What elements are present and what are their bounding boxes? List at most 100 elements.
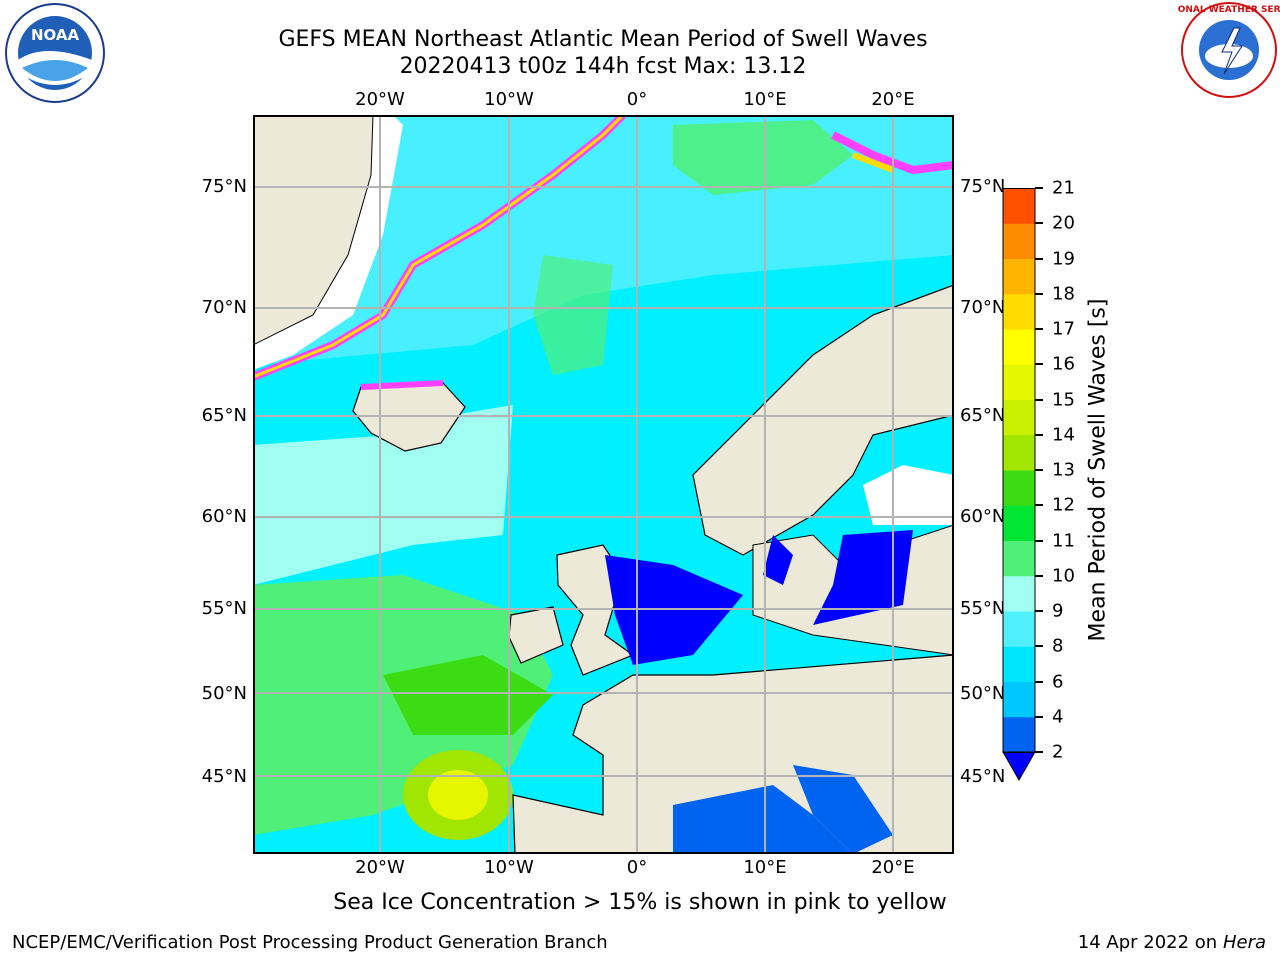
colorbar-tick-label: 14 <box>1052 424 1075 446</box>
lat-label-left-60n: 60°N <box>201 506 247 527</box>
colorbar-tick <box>1035 574 1043 577</box>
colorbar-tick <box>1035 292 1043 295</box>
colorbar-segment <box>1003 399 1035 436</box>
mediterranean <box>673 785 853 854</box>
lon-label-top-20w: 20°W <box>355 89 405 110</box>
colorbar-title: Mean Period of Swell Waves [s] <box>1085 298 1111 642</box>
colorbar-segment <box>1003 258 1035 295</box>
nws-logo: NATIONAL WEATHER SERVICE <box>1154 0 1280 104</box>
footer-date-text: 14 Apr 2022 on <box>1077 932 1218 953</box>
lat-label-right-65n: 65°N <box>960 405 1006 426</box>
colorbar-tick <box>1035 504 1043 507</box>
colorbar-tick <box>1035 257 1043 260</box>
colorbar-tick-label: 6 <box>1052 671 1064 692</box>
ice-edge-greenland-inner <box>253 115 625 379</box>
colorbar-segment <box>1003 293 1035 330</box>
colorbar-tick-label: 11 <box>1052 530 1075 551</box>
noaa-logo-text: NOAA <box>31 26 80 44</box>
colorbar-segment <box>1003 188 1035 224</box>
colorbar-tick-label: 12 <box>1052 494 1075 516</box>
colorbar-segment <box>1003 681 1035 718</box>
swell-patch-north <box>673 120 853 195</box>
colorbar-tick <box>1035 539 1043 542</box>
chart-subtitle: 20220413 t00z 144h fcst Max: 13.12 <box>399 54 807 79</box>
colorbar-tick <box>1035 433 1043 436</box>
colorbar-segment <box>1003 434 1035 471</box>
footer-credit: NCEP/EMC/Verification Post Processing Pr… <box>12 932 608 953</box>
colorbar-tick <box>1035 751 1043 753</box>
lat-label-right-60n: 60°N <box>960 506 1006 527</box>
colorbar-tick <box>1035 363 1043 366</box>
graticule <box>253 115 954 854</box>
colorbar-tick-label: 4 <box>1052 706 1064 728</box>
greenland <box>253 115 374 346</box>
lon-label-top-20e: 20°E <box>871 89 915 110</box>
lon-label-bottom-0: 0° <box>626 857 648 878</box>
colorbar-tick-label: 10 <box>1052 565 1075 587</box>
colorbar-tick-label: 20 <box>1052 212 1075 234</box>
colorbar-segment <box>1003 505 1035 541</box>
skagerrak <box>763 535 793 585</box>
colorbar-tick <box>1035 680 1043 683</box>
colorbar-segment <box>1003 611 1035 647</box>
colorbar-segment <box>1003 470 1035 506</box>
colorbar-segment <box>1003 223 1035 259</box>
lat-label-left-70n: 70°N <box>201 297 247 318</box>
colorbar-segment <box>1003 575 1035 612</box>
colorbar-tick <box>1035 715 1043 718</box>
lon-label-bottom-10w: 10°W <box>484 857 534 878</box>
colorbar-tick-label: 21 <box>1052 177 1075 199</box>
colorbar-segment <box>1003 364 1035 400</box>
lat-label-right-55n: 55°N <box>960 598 1006 619</box>
lon-label-top-0: 0° <box>626 89 648 110</box>
colorbar-tick <box>1035 610 1043 612</box>
nws-logo-text: NATIONAL WEATHER SERVICE <box>1178 5 1280 15</box>
lon-label-top-10e: 10°E <box>743 89 787 110</box>
swell-patch-norwegian <box>533 255 613 375</box>
colorbar <box>1002 188 1036 786</box>
colorbar-under-arrow <box>1002 751 1036 782</box>
lat-label-left-45n: 45°N <box>201 766 247 787</box>
colorbar-tick-label: 19 <box>1052 248 1075 269</box>
footer-date: 14 Apr 2022 on Hera <box>1078 932 1266 953</box>
lat-label-right-70n: 70°N <box>960 297 1006 318</box>
lon-label-bottom-20e: 20°E <box>871 857 915 878</box>
colorbar-segment <box>1003 646 1035 682</box>
colorbar-tick <box>1035 469 1043 471</box>
swell-max-inner <box>428 770 488 820</box>
scandinavia <box>692 284 954 556</box>
lat-label-left-75n: 75°N <box>201 176 247 197</box>
map-svg <box>253 115 954 854</box>
colorbar-tick-label: 17 <box>1052 318 1075 340</box>
colorbar-tick <box>1035 328 1043 330</box>
lat-label-right-75n: 75°N <box>960 176 1006 197</box>
ice-edge-svalbard-inner <box>851 152 895 173</box>
colorbar-segment <box>1003 329 1035 365</box>
colorbar-tick-label: 9 <box>1052 600 1064 622</box>
swell-band-9s <box>253 405 513 585</box>
ice-edge-iceland <box>360 380 444 390</box>
colorbar-tick-label: 16 <box>1052 353 1075 375</box>
map-panel <box>253 115 954 858</box>
lon-label-bottom-20w: 20°W <box>355 857 405 878</box>
lon-label-bottom-10e: 10°E <box>743 857 787 878</box>
colorbar-segment <box>1003 716 1035 753</box>
footer-host: Hera <box>1222 932 1266 953</box>
colorbar-tick-label: 15 <box>1052 389 1075 410</box>
colorbar-tick-label: 18 <box>1052 283 1075 305</box>
colorbar-tick-label: 2 <box>1052 741 1064 763</box>
lat-label-left-55n: 55°N <box>201 598 247 619</box>
lat-label-left-50n: 50°N <box>201 683 247 704</box>
lat-label-left-65n: 65°N <box>201 405 247 426</box>
colorbar-tick-label: 8 <box>1052 635 1064 657</box>
map-frame <box>253 115 954 854</box>
colorbar-tick <box>1035 187 1043 189</box>
swell-patch-11s <box>383 655 553 735</box>
colorbar-segment <box>1003 540 1035 577</box>
colorbar-tick-label: 13 <box>1052 459 1075 481</box>
chart-title: GEFS MEAN Northeast Atlantic Mean Period… <box>278 27 928 52</box>
colorbar-tick <box>1035 222 1043 225</box>
gulf-of-bothnia <box>863 465 954 525</box>
colorbar-tick <box>1035 398 1043 401</box>
noaa-logo: NOAA <box>4 2 106 108</box>
